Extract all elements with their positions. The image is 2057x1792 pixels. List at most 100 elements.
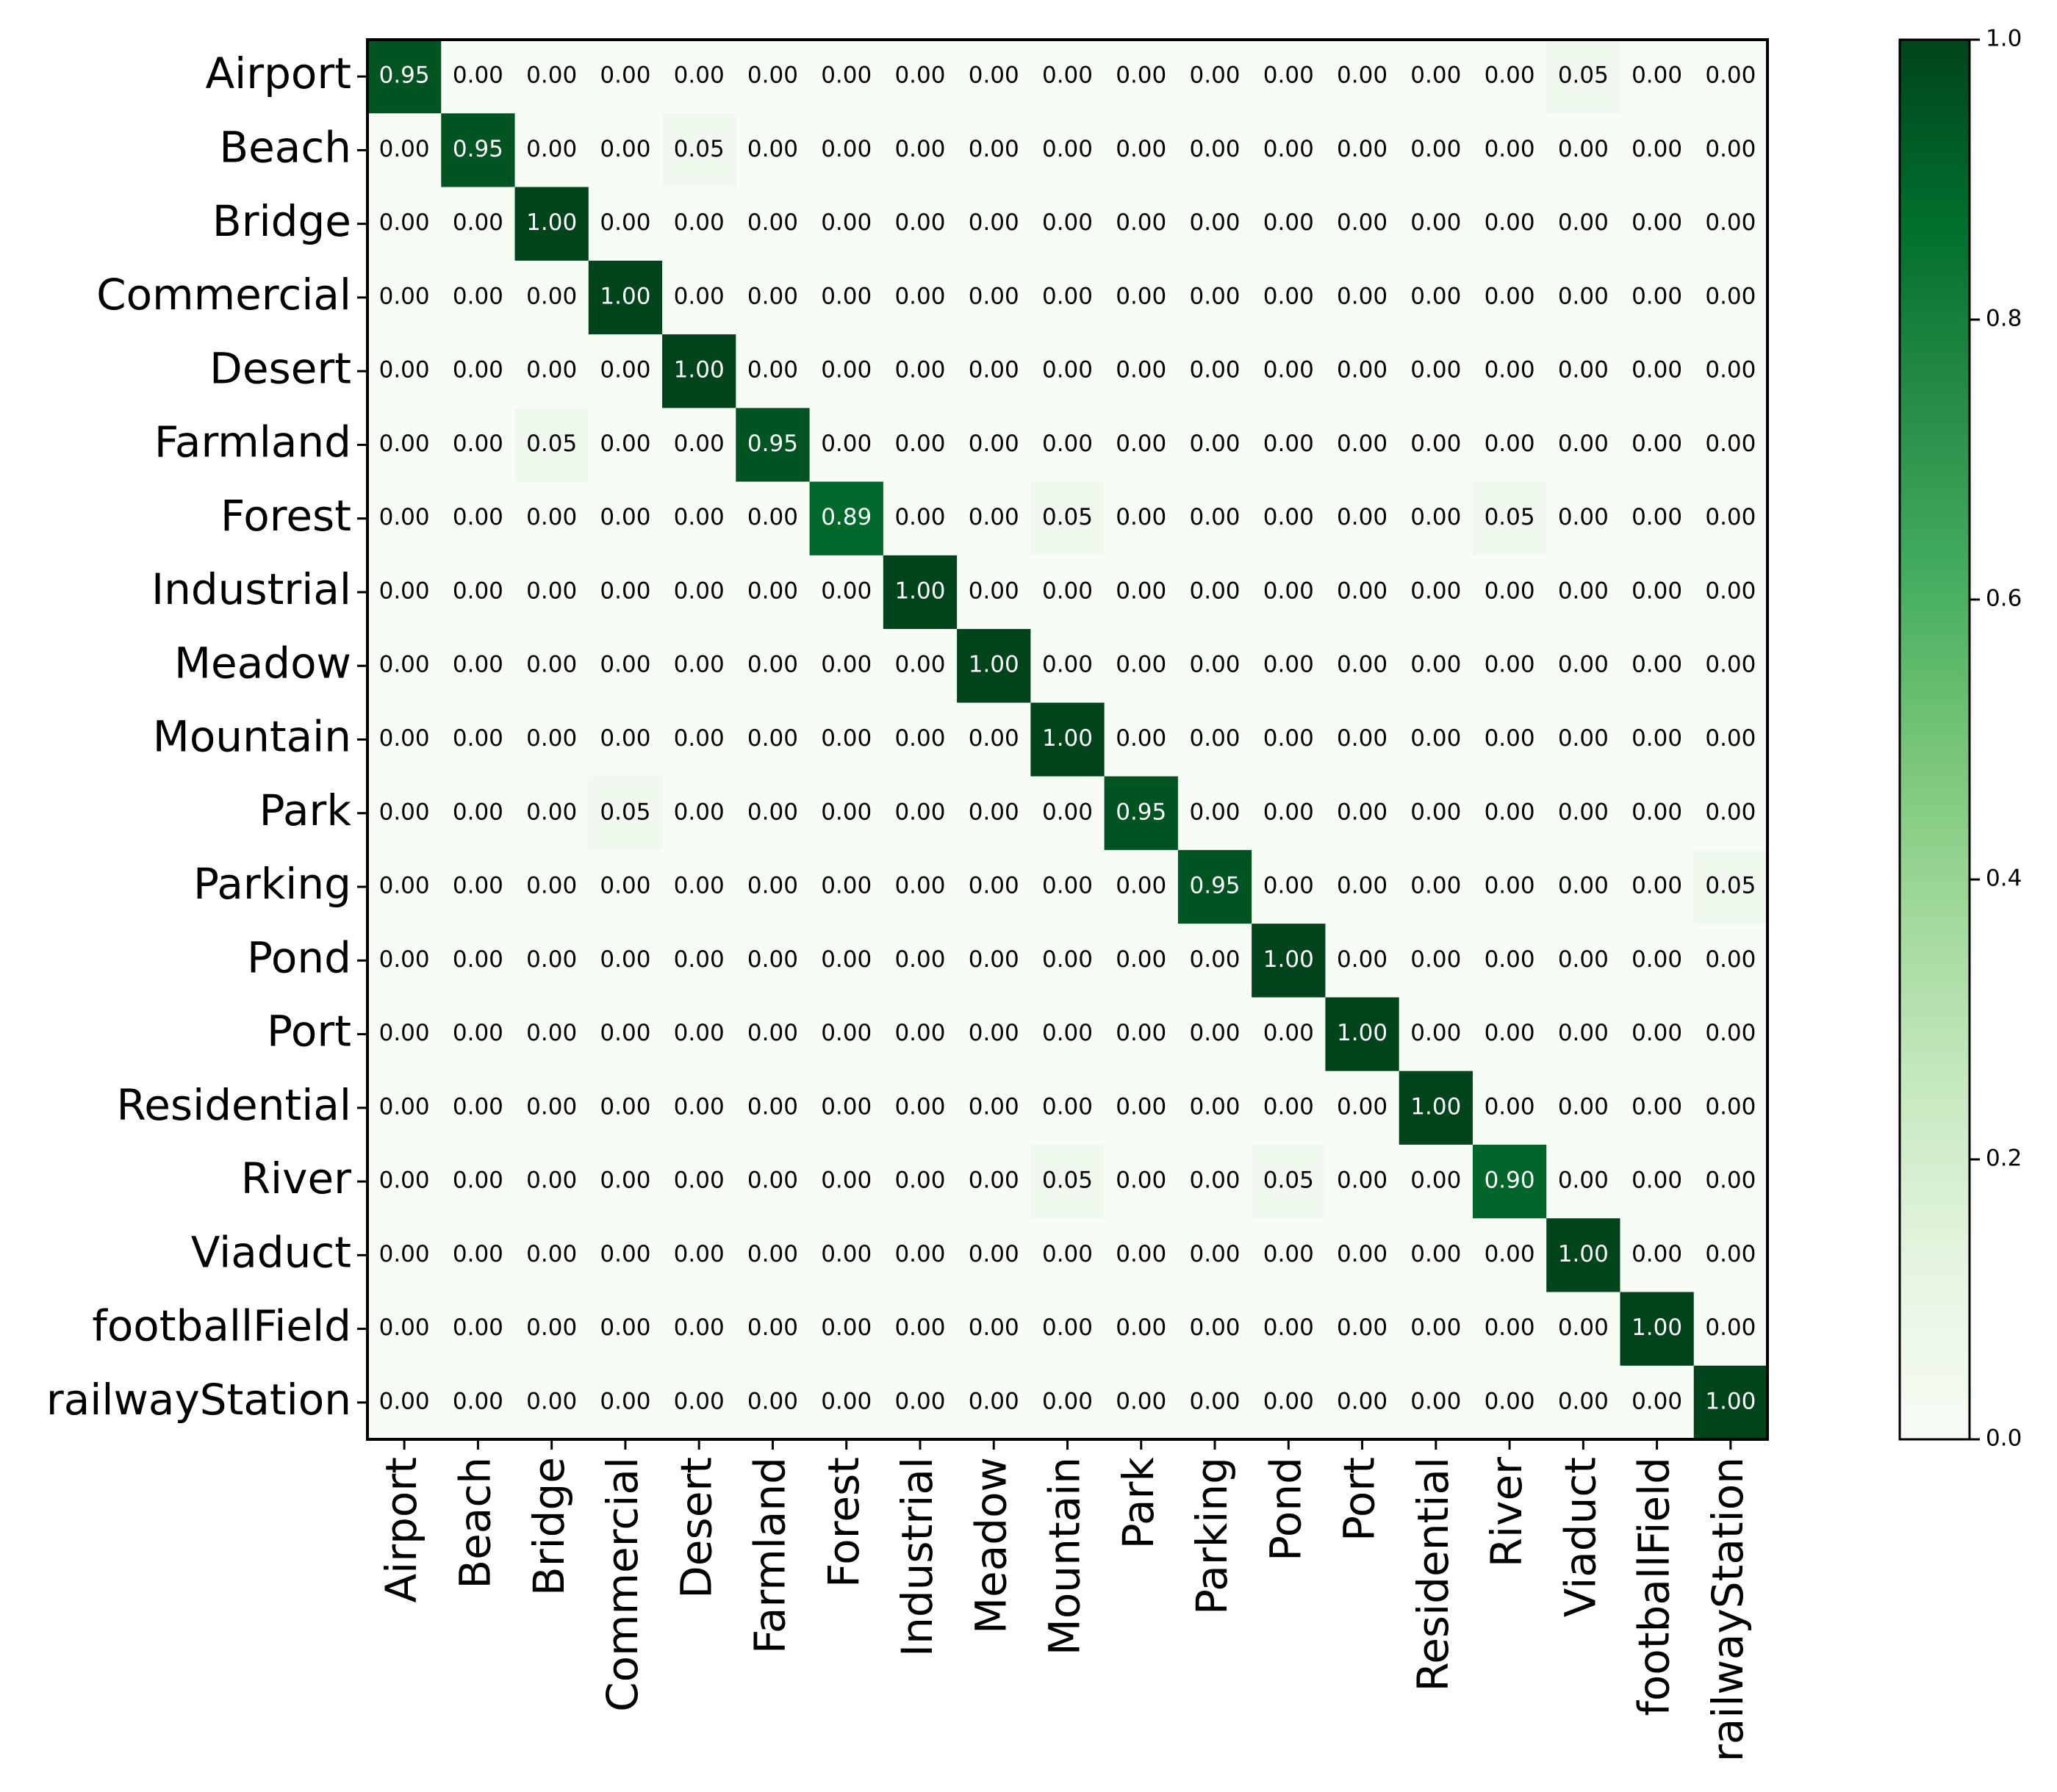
cell-value-label: 0.00: [1042, 1241, 1093, 1267]
cell-value-label: 0.00: [969, 799, 1019, 825]
cell-value-label: 0.00: [674, 577, 725, 604]
heatmap-cell: [1693, 187, 1768, 262]
heatmap-cell: [1252, 40, 1327, 114]
cell-value-label: 0.00: [1705, 799, 1756, 825]
heatmap-cell: [1546, 1365, 1621, 1440]
heatmap-cell: [1325, 1365, 1400, 1440]
cell-value-label: 0.00: [453, 1020, 503, 1046]
cell-value-label: 0.00: [1263, 1388, 1314, 1414]
heatmap-cell: [514, 997, 589, 1072]
heatmap-cell: [1104, 924, 1179, 998]
cell-value-label: 0.00: [600, 431, 650, 457]
cell-value-label: 0.00: [600, 946, 650, 973]
cell-value-label: 0.00: [1631, 577, 1682, 604]
heatmap-cell: [1472, 1292, 1547, 1367]
heatmap-cell: [1620, 997, 1695, 1072]
heatmap-cell: [1472, 629, 1547, 703]
heatmap-cell: [1030, 924, 1105, 998]
cell-value-label: 0.00: [821, 725, 872, 752]
heatmap-cell: [809, 555, 884, 630]
cell-value-label: 0.00: [1337, 873, 1388, 899]
cell-value-label: 0.00: [1042, 1093, 1093, 1120]
heatmap-cell: [1104, 260, 1179, 335]
cell-value-label: 0.00: [379, 799, 430, 825]
cell-value-label: 0.00: [1337, 62, 1388, 89]
heatmap-cell: [1620, 113, 1695, 188]
cell-value-label: 0.00: [969, 136, 1019, 162]
heatmap-cell: [1104, 776, 1179, 851]
heatmap-cell: [1620, 1292, 1695, 1367]
cell-value-label: 0.00: [1705, 357, 1756, 384]
heatmap-cell: [883, 924, 958, 998]
cell-value-label: 0.00: [747, 1093, 798, 1120]
heatmap-cell: [1325, 260, 1400, 335]
cell-value-label: 0.00: [1410, 1167, 1461, 1194]
cell-value-label: 0.00: [894, 1241, 945, 1267]
heatmap-cell: [883, 334, 958, 409]
heatmap-cell: [957, 334, 1031, 409]
heatmap-cell: [588, 40, 663, 114]
cell-value-label: 0.00: [600, 725, 650, 752]
cell-value-label: 0.00: [1558, 1314, 1609, 1341]
cell-value-label: 0.00: [526, 1167, 577, 1194]
heatmap-cell: [1104, 334, 1179, 409]
cell-value-label: 0.00: [1485, 283, 1535, 309]
cell-value-label: 0.00: [526, 652, 577, 678]
heatmap-cell: [1620, 40, 1695, 114]
cell-value-label: 0.00: [1485, 1314, 1535, 1341]
heatmap-cell: [1693, 40, 1768, 114]
cell-value-label: 0.00: [821, 431, 872, 457]
x-tick-label: Beach: [450, 1457, 500, 1589]
heatmap-cell: [736, 776, 811, 851]
cell-value-label: 0.00: [1705, 725, 1756, 752]
heatmap-cell: [1620, 776, 1695, 851]
heatmap-cell: [1472, 997, 1547, 1072]
cell-value-label: 0.00: [674, 431, 725, 457]
x-tick-label: Viaduct: [1555, 1457, 1605, 1617]
heatmap-cell: [1252, 334, 1327, 409]
heatmap-cell: [957, 1365, 1031, 1440]
cell-value-label: 0.00: [1337, 725, 1388, 752]
cell-value-label: 0.00: [747, 873, 798, 899]
cell-value-label: 0.00: [894, 652, 945, 678]
heatmap-cell: [367, 1144, 442, 1219]
cell-value-label: 0.00: [894, 725, 945, 752]
heatmap-cell: [1399, 1218, 1473, 1293]
heatmap-cell: [514, 702, 589, 777]
cell-value-label: 0.00: [1410, 652, 1461, 678]
heatmap-cell-labels: 0.95 0.00 0.00 0.00 0.00 0.00 0.00 0.00 0.00 0.00…: [379, 62, 1756, 1415]
heatmap-cell: [1546, 481, 1621, 556]
cell-value-label: 0.00: [674, 283, 725, 309]
heatmap-cell: [1104, 40, 1179, 114]
heatmap-cell: [662, 1292, 736, 1367]
heatmap-cell: [441, 1292, 516, 1367]
heatmap-cell: [957, 776, 1031, 851]
cell-value-label: 0.00: [1485, 431, 1535, 457]
cell-value-label: 0.05: [526, 431, 577, 457]
heatmap-cell: [367, 187, 442, 262]
heatmap-cell: [588, 1292, 663, 1367]
heatmap-cell: [736, 1144, 811, 1219]
cell-value-label: 0.00: [1485, 62, 1535, 89]
cell-value-label: 0.00: [1558, 577, 1609, 604]
cell-value-label: 0.00: [1116, 577, 1166, 604]
cell-value-label: 0.00: [1337, 283, 1388, 309]
cell-value-label: 0.00: [453, 431, 503, 457]
heatmap-cell: [588, 849, 663, 924]
cell-value-label: 0.00: [1116, 62, 1166, 89]
cell-value-label: 0.00: [1705, 209, 1756, 236]
heatmap-cell: [1030, 1218, 1105, 1293]
cell-value-label: 0.00: [526, 136, 577, 162]
heatmap-cell: [1104, 187, 1179, 262]
cell-value-label: 0.00: [1631, 1167, 1682, 1194]
cell-value-label: 0.00: [969, 504, 1019, 530]
cell-value-label: 0.00: [1705, 1167, 1756, 1194]
cell-value-label: 0.00: [1705, 1093, 1756, 1120]
x-tick-label: Airport: [376, 1457, 426, 1603]
heatmap-cell: [1252, 776, 1327, 851]
heatmap-cell: [883, 481, 958, 556]
heatmap-cell: [662, 629, 736, 703]
cell-value-label: 0.00: [1705, 946, 1756, 973]
cell-value-label: 1.00: [969, 652, 1019, 678]
colorbar-tick-label: 0.0: [1986, 1425, 2022, 1452]
